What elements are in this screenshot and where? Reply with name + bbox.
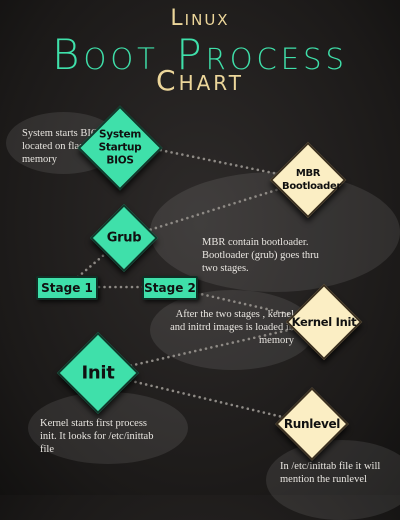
note-bios: System starts BIOS located on flash memo… — [22, 128, 105, 165]
note-runlevel: In /etc/inittab file it will mention the… — [280, 461, 381, 485]
note-bubble-mbr — [150, 172, 400, 292]
connector-init-to-runlevel — [96, 371, 314, 426]
node-stage-1: Stage 1 — [36, 276, 98, 300]
title-boot-process: Boot Process — [52, 30, 348, 79]
note-kernel: After the two stages , kernel and initrd… — [170, 309, 294, 346]
title-chart: Chart — [156, 64, 244, 97]
title-linux: Linux — [170, 6, 230, 31]
connector-grub-to-stage1 — [64, 236, 126, 289]
node-stage-2: Stage 2 — [142, 276, 198, 300]
connector-bios-to-mbr — [148, 146, 310, 182]
connector-kernel-to-init — [96, 320, 326, 375]
node-kernel-label: Kernel Init — [291, 315, 357, 329]
node-init-label: Init — [81, 362, 115, 384]
note-init: Kernel starts first process init. It loo… — [40, 418, 154, 455]
boot-process-chart: Linux Boot Process Chart System starts B… — [22, 6, 400, 485]
connector-mbr-to-grub — [122, 178, 310, 240]
node-mbr-label: MBR Bootloader — [282, 168, 342, 192]
node-system-startup-label: System Startup BIOS — [98, 128, 142, 167]
note-mbr: MBR contain bootloader. Bootloader (grub… — [202, 237, 319, 274]
node-grub-label: Grub — [106, 230, 142, 246]
node-runlevel-label: Runlevel — [283, 417, 341, 431]
